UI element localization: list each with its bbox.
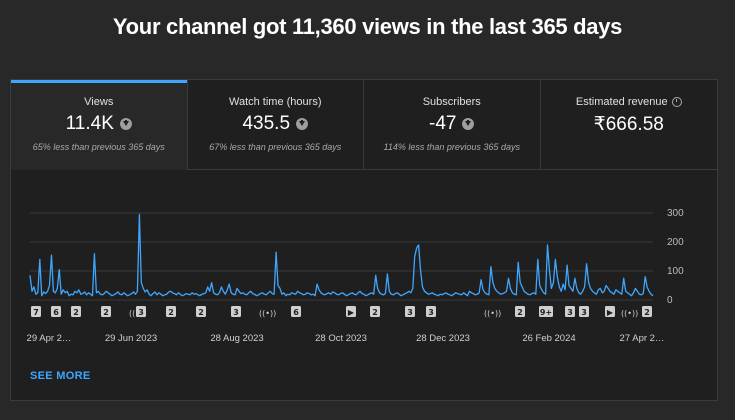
event-marker-label: 2 — [372, 308, 378, 317]
tab-value-row: 435.5 — [188, 113, 364, 135]
event-marker-badge — [231, 306, 241, 317]
see-more-link[interactable]: SEE MORE — [30, 370, 91, 382]
event-marker-label: 2 — [73, 308, 79, 317]
tab-label: Estimated revenue — [541, 96, 718, 108]
event-marker-badge — [31, 306, 41, 317]
event-marker-label: 9+ — [540, 308, 552, 317]
tab-comparison: 65% less than previous 365 days — [32, 142, 165, 152]
tab-subscribers[interactable]: Subscribers -47 114% less than previous … — [364, 80, 541, 170]
x-tick-label: 28 Oct 2023 — [315, 333, 367, 344]
live-marker-icon: ((•)) — [484, 309, 501, 318]
event-marker-badge — [291, 306, 301, 317]
x-tick-label: 29 Apr 2… — [27, 333, 72, 344]
tab-label-text: Estimated revenue — [575, 96, 668, 108]
x-tick-label: 27 Apr 2… — [620, 333, 665, 344]
event-marker-label: 2 — [644, 308, 650, 317]
event-marker-badge — [370, 306, 380, 317]
views-chart: 01002003007622((•))3223((•))6▶233((•))29… — [27, 208, 685, 344]
tab-value: -47 — [429, 113, 457, 134]
event-marker-label: 2 — [517, 308, 523, 317]
down-arrow-icon — [119, 118, 132, 130]
event-marker-badge — [346, 306, 356, 317]
tab-label: Views — [84, 96, 114, 108]
event-marker-label: 3 — [581, 308, 587, 317]
event-marker-label: 3 — [428, 308, 434, 317]
event-marker-badge — [426, 306, 436, 317]
event-marker-badge — [642, 306, 652, 317]
event-marker-badge — [166, 306, 176, 317]
y-tick-label: 0 — [667, 295, 673, 306]
tab-comparison: 114% less than previous 365 days — [383, 142, 520, 152]
event-marker-label: 3 — [567, 308, 573, 317]
event-marker-badge — [605, 306, 615, 317]
event-marker-badge — [136, 306, 146, 317]
views-line-series — [29, 213, 654, 297]
event-marker-label: ▶ — [607, 308, 614, 317]
x-tick-label: 28 Dec 2023 — [416, 333, 470, 344]
clock-icon — [671, 97, 682, 108]
tab-label: Watch time (hours) — [228, 96, 322, 108]
x-tick-label: 28 Aug 2023 — [210, 333, 263, 344]
page-headline: Your channel got 11,360 views in the las… — [112, 14, 623, 39]
tab-estimated-revenue[interactable]: Estimated revenue ₹666.58 — [540, 80, 718, 170]
analytics-card: Views 11.4K 65% less than previous 365 d… — [10, 79, 718, 401]
tab-value: 435.5 — [242, 113, 291, 134]
x-tick-label: 29 Jun 2023 — [105, 333, 157, 344]
event-marker-badge — [51, 306, 61, 317]
event-marker-badge — [539, 306, 553, 317]
tab-value-row: -47 — [364, 113, 540, 135]
y-tick-label: 100 — [667, 266, 684, 277]
event-marker-label: 3 — [407, 308, 413, 317]
x-tick-label: 26 Feb 2024 — [522, 333, 575, 344]
down-arrow-icon — [462, 118, 475, 130]
event-marker-badge — [579, 306, 589, 317]
y-tick-label: 200 — [667, 237, 684, 248]
tab-comparison: 67% less than previous 365 days — [209, 142, 342, 152]
event-marker-badge — [196, 306, 206, 317]
event-marker-badge — [515, 306, 525, 317]
tab-value-row: 11.4K — [11, 113, 187, 135]
event-marker-label: 3 — [138, 308, 144, 317]
event-marker-badge — [101, 306, 111, 317]
live-marker-icon: ((•)) — [259, 309, 276, 318]
event-marker-label: 2 — [168, 308, 174, 317]
event-marker-label: 6 — [293, 308, 299, 317]
tab-watch-time[interactable]: Watch time (hours) 435.5 67% less than p… — [187, 80, 364, 170]
event-marker-label: 7 — [33, 308, 39, 317]
event-marker-label: ▶ — [348, 308, 355, 317]
event-marker-label: 2 — [103, 308, 109, 317]
metric-tabs: Views 11.4K 65% less than previous 365 d… — [11, 80, 717, 170]
live-marker-icon: ((•)) — [621, 309, 638, 318]
event-marker-badge — [71, 306, 81, 317]
event-marker-label: 2 — [198, 308, 204, 317]
event-marker-badge — [565, 306, 575, 317]
tab-label: Subscribers — [422, 96, 481, 108]
event-marker-badge — [405, 306, 415, 317]
y-tick-label: 300 — [667, 208, 684, 219]
event-marker-label: 6 — [53, 308, 59, 317]
tab-value-row: ₹666.58 — [541, 113, 718, 136]
tab-value: 11.4K — [65, 113, 114, 134]
event-marker-label: 3 — [233, 308, 239, 317]
down-arrow-icon — [296, 118, 309, 130]
tab-value: ₹666.58 — [593, 114, 664, 135]
tab-views[interactable]: Views 11.4K 65% less than previous 365 d… — [11, 80, 188, 170]
